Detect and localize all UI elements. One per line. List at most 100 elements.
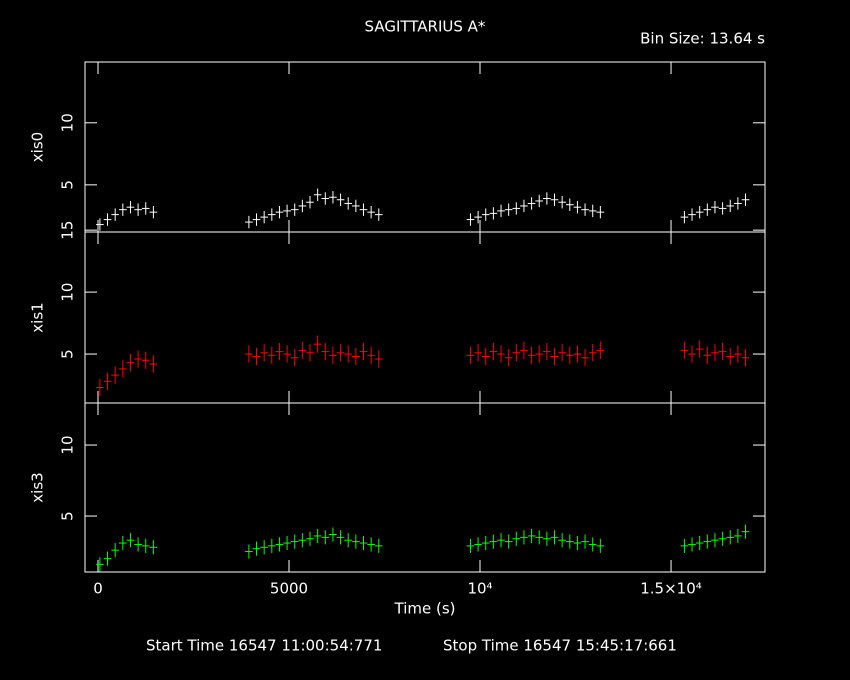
data-point (680, 210, 689, 224)
data-point (565, 346, 574, 364)
data-point (718, 202, 727, 215)
data-point (298, 199, 307, 213)
data-point (359, 342, 368, 361)
data-point (367, 205, 375, 219)
data-point (313, 335, 322, 353)
data-point (520, 199, 528, 213)
data-point (695, 535, 704, 551)
bin-size: Bin Size: 13.64 s (640, 30, 765, 48)
data-point (718, 342, 727, 361)
data-point (497, 345, 505, 363)
data-point (134, 350, 142, 368)
x-axis-label: Time (s) (394, 600, 456, 618)
data-point (596, 341, 605, 360)
data-point (149, 355, 158, 373)
stop-time: Stop Time 16547 15:45:17:661 (443, 637, 677, 655)
data-point (374, 350, 383, 368)
data-point (558, 533, 566, 548)
data-point (695, 205, 704, 219)
data-point (550, 530, 559, 545)
data-point (141, 538, 150, 553)
data-point (581, 203, 589, 216)
data-point (298, 341, 307, 360)
data-point (726, 199, 735, 213)
data-point (474, 537, 482, 552)
data-point (245, 544, 253, 559)
data-point (741, 193, 750, 206)
y-tick-label: 5 (59, 511, 77, 521)
y-tick-label: 5 (59, 349, 77, 359)
data-point (149, 540, 158, 555)
data-point (680, 341, 689, 360)
data-point (527, 346, 536, 364)
data-point (344, 533, 353, 548)
data-point (260, 540, 268, 555)
data-point (703, 534, 712, 549)
data-point (581, 349, 589, 367)
data-point (313, 528, 322, 544)
data-point (734, 345, 742, 363)
data-point (329, 191, 337, 204)
data-point (596, 205, 605, 219)
data-point (741, 349, 750, 367)
data-point (573, 345, 582, 363)
data-point (352, 534, 360, 549)
data-point (306, 344, 314, 362)
data-point (111, 208, 119, 221)
data-point (726, 530, 735, 545)
data-point (245, 215, 253, 229)
data-point (489, 207, 498, 220)
data-point (550, 193, 559, 206)
data-point (466, 213, 475, 226)
data-point (726, 347, 735, 366)
data-point (252, 213, 261, 226)
data-point (141, 202, 150, 215)
data-point (252, 347, 261, 366)
data-point (466, 538, 475, 553)
data-point (336, 530, 345, 545)
data-point (504, 203, 513, 216)
data-point (466, 346, 475, 364)
data-point (126, 200, 135, 214)
x-tick-label: 5000 (270, 580, 308, 598)
data-point (283, 204, 291, 218)
y-tick-label: 10 (59, 283, 77, 302)
data-point (512, 202, 521, 215)
data-point (96, 557, 104, 572)
data-point (275, 537, 284, 552)
data-point (734, 197, 742, 210)
data-point (527, 528, 536, 544)
data-point (329, 527, 337, 542)
data-point (336, 193, 345, 206)
data-point (588, 344, 597, 362)
data-point (126, 533, 135, 548)
data-point (275, 205, 284, 219)
data-point (283, 535, 291, 551)
data-point (711, 533, 719, 548)
data-point (336, 344, 345, 362)
y-axis-label: xis3 (29, 472, 47, 502)
data-point (374, 208, 383, 221)
y-tick-label: 5 (59, 180, 77, 190)
data-point (688, 537, 696, 552)
data-point (149, 205, 158, 219)
data-point (298, 533, 307, 548)
data-point (527, 197, 536, 210)
data-point (535, 530, 544, 545)
data-point (711, 200, 719, 214)
x-tick-label: 0 (93, 580, 103, 598)
data-point (283, 345, 291, 363)
data-point (543, 342, 551, 361)
data-point (581, 534, 589, 549)
data-point (558, 344, 566, 362)
data-point (134, 203, 142, 216)
data-point (367, 346, 375, 364)
data-point (313, 188, 322, 201)
data-point (267, 538, 276, 553)
data-point (321, 530, 330, 545)
data-point (275, 342, 284, 361)
data-point (734, 528, 742, 544)
x-tick-label: 10⁴ (467, 580, 492, 598)
data-point (688, 208, 696, 221)
